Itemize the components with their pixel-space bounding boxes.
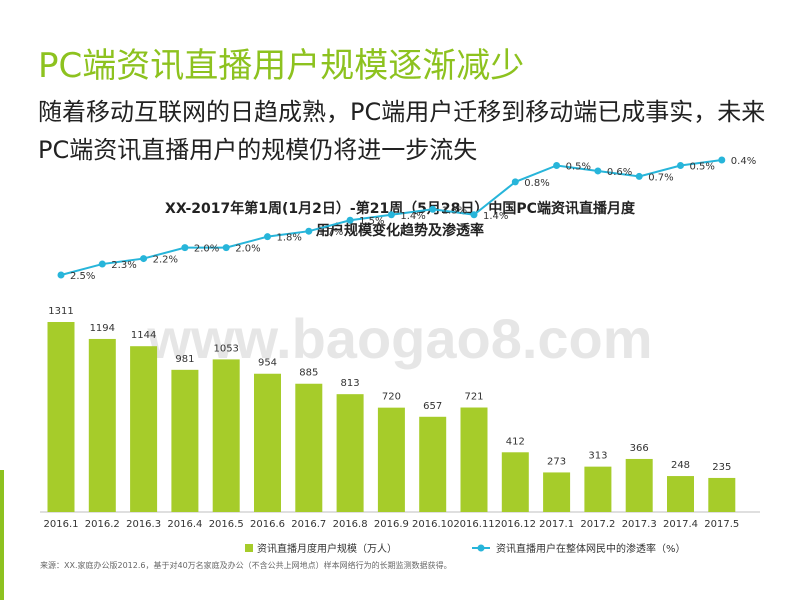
bar-value-label: 1144 — [131, 330, 156, 341]
bar-value-label: 885 — [299, 368, 318, 379]
bar-value-label: 248 — [671, 460, 690, 471]
line-value-label: 0.8% — [524, 178, 549, 189]
line-point — [511, 178, 519, 186]
source-note: 来源：XX.家庭办公版2012.6，基于对40万名家庭及办公（不含公共上网地点）… — [40, 561, 452, 570]
line-value-label: 1.7% — [318, 227, 343, 238]
chart-title-line-2: 用户规模变化趋势及渗透率 — [316, 223, 484, 239]
x-tick-label: 2016.12 — [495, 519, 536, 530]
bar-value-label: 273 — [547, 456, 566, 467]
x-tick-label: 2016.7 — [291, 519, 326, 530]
x-tick-label: 2016.4 — [167, 519, 202, 530]
line-value-label: 0.5% — [566, 161, 591, 172]
chart-title: XX-2017年第1周(1月2日）-第21周（5月28日）中国PC端资讯直播月度… — [80, 198, 720, 242]
bar-value-label: 1053 — [213, 343, 238, 354]
bar — [295, 383, 323, 512]
bar — [460, 407, 488, 512]
line-value-label: 0.7% — [648, 172, 673, 183]
bar-value-label: 1311 — [48, 306, 73, 317]
line-value-label: 2.0% — [235, 244, 260, 255]
line-value-label: 1.5% — [359, 216, 384, 227]
bar — [336, 394, 364, 512]
x-tick-label: 2016.3 — [126, 519, 161, 530]
bar — [625, 458, 653, 512]
line-point — [264, 233, 271, 241]
x-tick-label: 2016.1 — [44, 519, 79, 530]
bar — [130, 346, 158, 512]
bar — [377, 407, 405, 512]
x-tick-label: 2017.1 — [539, 519, 574, 530]
legend-label-bar: 资讯直播月度用户规模（万人） — [257, 542, 397, 555]
line-value-label: 2.2% — [153, 255, 178, 266]
bar-value-label: 1194 — [90, 323, 115, 334]
line-value-label: 2.5% — [70, 271, 95, 282]
line-value-label: 0.6% — [607, 167, 632, 178]
x-tick-label: 2017.5 — [704, 519, 739, 530]
line-point — [635, 172, 643, 180]
x-tick-label: 2017.4 — [663, 519, 698, 530]
line-value-label: 1.4% — [483, 211, 508, 222]
bar-value-label: 313 — [588, 451, 607, 462]
line-point — [305, 227, 313, 235]
bar — [584, 466, 612, 512]
bar-value-label: 366 — [630, 443, 649, 454]
line-point — [57, 271, 65, 279]
bar — [88, 338, 116, 512]
line-value-label: 1.3% — [442, 205, 467, 216]
legend-label-line: 资讯直播用户在整体网民中的渗透率（%） — [496, 542, 686, 555]
legend-swatch-bar — [245, 544, 253, 552]
line-point — [222, 244, 230, 252]
bar-value-label: 720 — [382, 392, 401, 403]
x-tick-label: 2017.2 — [580, 519, 615, 530]
line-point — [594, 167, 602, 175]
line-value-label: 2.3% — [111, 260, 136, 271]
bar — [543, 472, 571, 512]
slide-title: PC端资讯直播用户规模逐渐减少 — [38, 46, 525, 86]
line-point — [98, 260, 106, 268]
x-tick-label: 2016.10 — [412, 519, 453, 530]
line-point — [387, 211, 395, 219]
line-point — [181, 244, 189, 252]
x-tick-label: 2016.9 — [374, 519, 409, 530]
bar-value-label: 235 — [712, 462, 731, 473]
line-value-label: 1.4% — [400, 211, 425, 222]
bar — [501, 452, 529, 512]
bar-value-label: 412 — [506, 436, 525, 447]
line-value-label: 1.8% — [277, 233, 302, 244]
line-point — [553, 161, 561, 169]
chart-title-line-1: XX-2017年第1周(1月2日）-第21周（5月28日）中国PC端资讯直播月度 — [165, 201, 635, 217]
bar — [171, 369, 199, 512]
bar — [419, 416, 447, 512]
line-point — [677, 161, 684, 169]
line-point — [140, 255, 148, 263]
bar — [708, 477, 736, 512]
bar — [212, 359, 240, 512]
bar — [254, 373, 281, 512]
line-value-label: 2.0% — [194, 244, 219, 255]
x-tick-label: 2016.8 — [333, 519, 368, 530]
x-tick-label: 2016.5 — [209, 519, 244, 530]
bar — [47, 322, 75, 512]
x-tick-label: 2017.3 — [622, 519, 657, 530]
line-point — [470, 211, 478, 219]
slide-subtitle: 随着移动互联网的日趋成熟，PC端用户迁移到移动端已成事实，未来PC端资讯直播用户… — [38, 98, 766, 164]
bar-value-label: 657 — [423, 401, 442, 412]
bar-value-label: 954 — [258, 358, 277, 369]
line-point — [346, 216, 354, 224]
line-point — [429, 205, 437, 213]
bar-value-label: 721 — [464, 392, 483, 403]
line-point — [718, 156, 726, 164]
left-accent-bar — [0, 470, 4, 600]
x-tick-label: 2016.11 — [453, 519, 494, 530]
x-tick-label: 2016.6 — [250, 519, 285, 530]
bar-value-label: 981 — [175, 354, 194, 365]
bar-value-label: 813 — [341, 378, 360, 389]
bar — [667, 476, 694, 512]
line-value-label: 0.4% — [731, 156, 756, 167]
line-value-label: 0.5% — [690, 161, 715, 172]
x-tick-label: 2016.2 — [85, 519, 120, 530]
legend-marker-line — [477, 544, 485, 552]
